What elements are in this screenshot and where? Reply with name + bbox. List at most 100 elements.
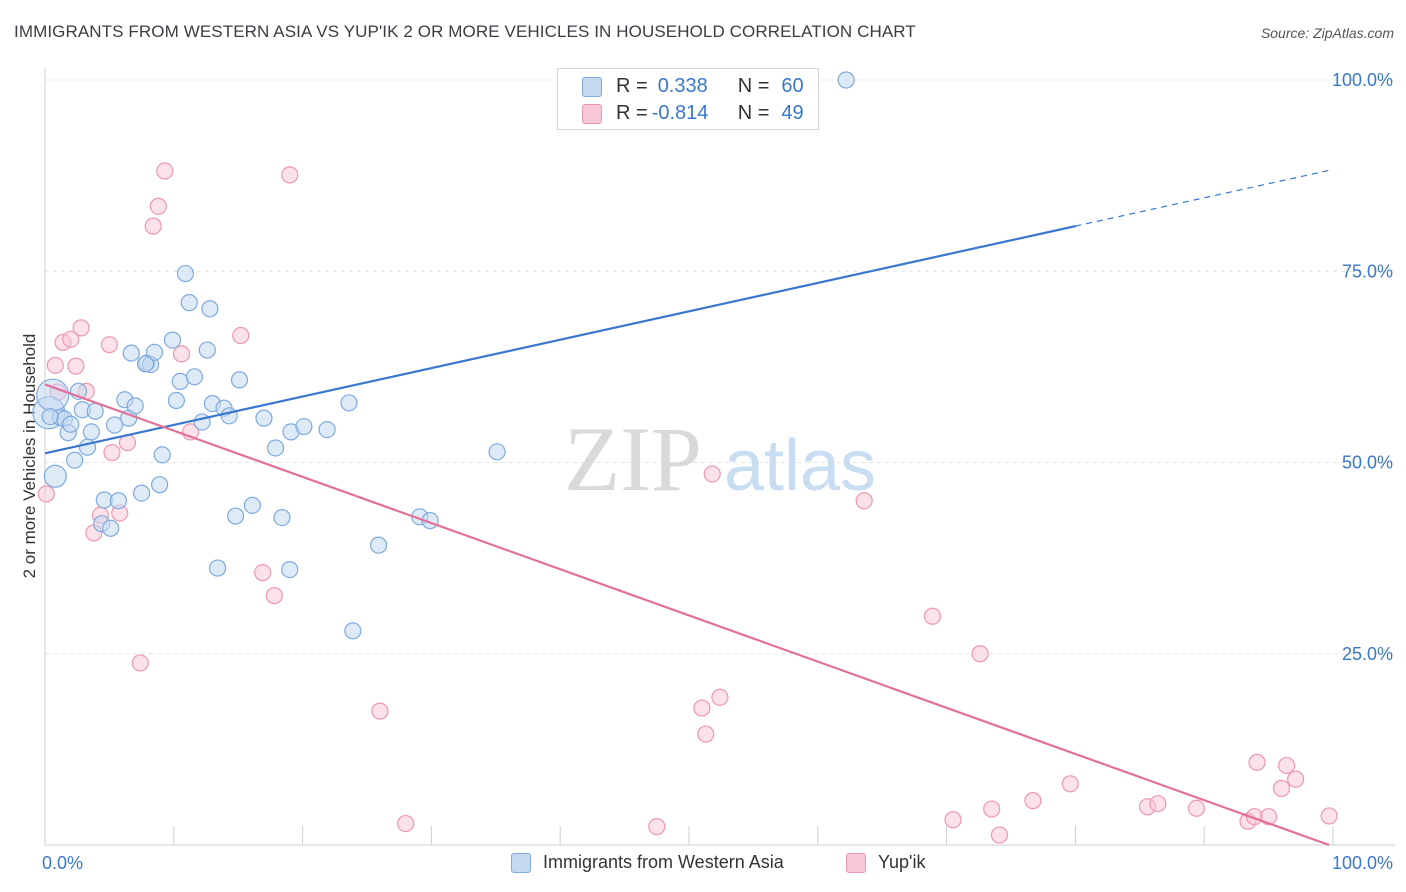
yupik-point	[983, 800, 1001, 818]
source-label: Source: ZipAtlas.com	[1260, 25, 1394, 41]
yupik-point	[1149, 795, 1167, 813]
western-asia-point	[122, 344, 140, 362]
western-asia-point	[145, 343, 164, 361]
y-tick-label: 100.0%	[1332, 70, 1393, 90]
yupik-point	[254, 564, 272, 582]
yupik-point	[265, 587, 283, 605]
yupik-point	[1061, 775, 1079, 793]
yupik-point	[62, 330, 80, 348]
western-asia-point	[266, 439, 285, 457]
western-asia-point	[136, 355, 155, 373]
western-asia-point	[102, 519, 120, 537]
trend-lines	[44, 168, 1334, 847]
western-asia-point	[488, 443, 506, 461]
chart-title: IMMIGRANTS FROM WESTERN ASIA VS YUP'IK 2…	[14, 22, 916, 41]
yupik-point	[100, 336, 119, 354]
yupik-point	[703, 465, 721, 483]
yupik-point	[1320, 807, 1338, 825]
western-asia-point	[198, 341, 216, 359]
western-asia-point	[318, 421, 336, 439]
western-asia-point	[82, 423, 100, 441]
yupik-point	[1287, 770, 1305, 788]
y-tick-label: 75.0%	[1342, 261, 1393, 281]
series-legend: Immigrants from Western Asia Yup'ik	[0, 850, 1406, 880]
western-asia-point	[151, 476, 169, 494]
western-asia-point	[227, 507, 245, 525]
yupik-point	[131, 654, 149, 672]
y-tick-label: 50.0%	[1342, 453, 1393, 473]
western-asia-point	[133, 484, 151, 502]
yupik-point	[923, 607, 942, 625]
legend-swatch-blue	[582, 76, 602, 97]
legend-row-yupik: R = -0.814 N = 49	[582, 102, 804, 125]
y-tick-label: 25.0%	[1342, 644, 1393, 664]
western-asia-point	[255, 409, 273, 427]
yupik-point	[46, 356, 64, 374]
yupik-point	[397, 814, 415, 833]
yupik-point	[144, 217, 162, 235]
legend-r-label: R =	[616, 102, 648, 124]
yupik-point	[693, 699, 711, 717]
western-asia-point	[126, 397, 144, 415]
western-asia-point	[163, 331, 182, 349]
western-asia-point	[230, 371, 249, 389]
yupik-point	[971, 645, 989, 663]
western-asia-point	[281, 560, 299, 579]
western-asia-point	[837, 71, 855, 89]
yupik-point	[172, 345, 191, 363]
legend-n-value: 60	[781, 75, 804, 97]
western-asia-point	[185, 368, 204, 386]
western-asia-points	[32, 71, 855, 640]
grid	[45, 79, 1395, 655]
western-asia-point	[167, 391, 185, 410]
watermark-zip: ZIP	[564, 408, 702, 510]
yupik-point	[371, 702, 389, 720]
legend-label: Yup'ik	[878, 852, 926, 872]
western-asia-trend-line	[44, 225, 1076, 455]
legend-row-western-asia: R = 0.338 N = 60	[582, 75, 804, 98]
yupik-point	[1272, 779, 1291, 797]
legend-swatch-pink	[582, 103, 602, 124]
western-asia-point	[201, 300, 219, 318]
yupik-point	[149, 197, 167, 215]
yupik-point	[103, 443, 121, 462]
western-asia-point	[344, 622, 362, 640]
legend-label: Immigrants from Western Asia	[543, 852, 784, 872]
yupik-point	[1278, 756, 1296, 775]
western-asia-point	[243, 496, 261, 514]
western-asia-point	[36, 378, 70, 412]
yupik-point	[990, 826, 1009, 844]
western-asia-point	[180, 294, 198, 312]
western-asia-point	[95, 491, 113, 509]
axes	[44, 68, 1395, 846]
yupik-point	[697, 725, 715, 743]
yupik-point	[37, 485, 55, 503]
x-tick-label: 100.0%	[1332, 853, 1393, 873]
western-asia-point	[340, 394, 358, 412]
yupik-point	[232, 326, 250, 345]
yupik-point	[1187, 799, 1206, 817]
legend-n-label: N =	[737, 102, 770, 124]
correlation-legend: R = 0.338 N = 60 R = -0.814 N = 49	[557, 68, 819, 130]
yupik-point	[156, 162, 174, 180]
western-asia-trend-extension	[1075, 168, 1334, 227]
yupik-point	[855, 492, 873, 510]
legend-item-western-asia[interactable]: Immigrants from Western Asia	[511, 852, 784, 873]
legend-r-value: 0.338	[657, 75, 708, 97]
yupik-point	[1024, 792, 1042, 810]
legend-swatch-pink	[846, 852, 866, 873]
western-asia-point	[62, 415, 80, 433]
x-tick-label: 0.0%	[42, 853, 83, 873]
yupik-point	[281, 166, 299, 184]
yupik-point	[711, 688, 729, 706]
tick-labels: 25.0% 50.0% 75.0% 100.0% 0.0% 100.0%	[42, 70, 1393, 873]
yupik-point	[1248, 753, 1266, 771]
western-asia-point	[369, 536, 388, 554]
legend-n-value: 49	[781, 102, 804, 124]
legend-item-yupik[interactable]: Yup'ik	[846, 852, 925, 873]
yupik-point	[944, 811, 962, 829]
western-asia-point	[105, 416, 124, 434]
yupik-point	[648, 818, 666, 836]
western-asia-point	[109, 492, 128, 510]
western-asia-point	[208, 559, 227, 577]
